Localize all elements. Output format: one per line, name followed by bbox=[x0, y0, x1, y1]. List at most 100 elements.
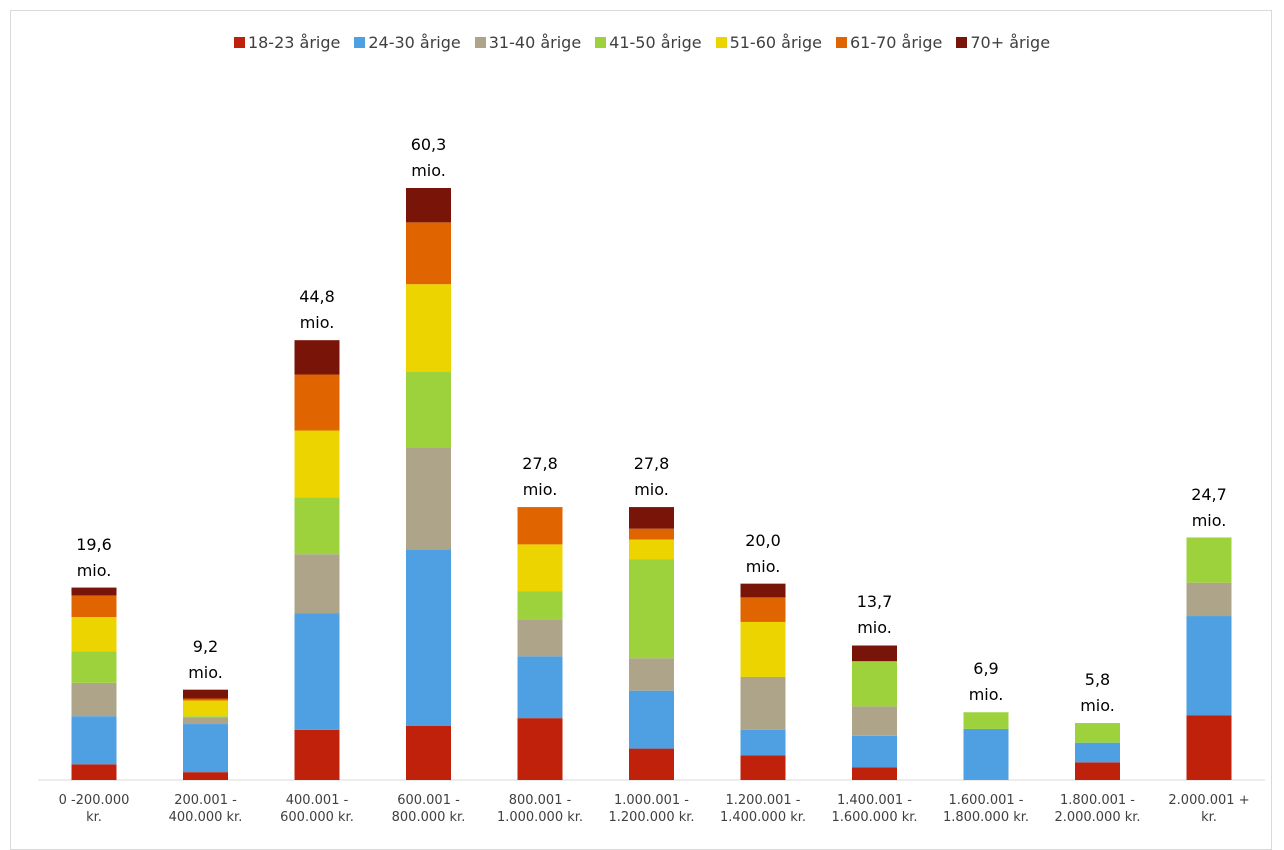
bar-segment bbox=[629, 658, 674, 691]
bar-segment bbox=[183, 698, 228, 701]
bar-segment bbox=[406, 188, 451, 223]
legend-item: 41-50 årige bbox=[595, 33, 702, 52]
bar-segment bbox=[740, 621, 786, 677]
legend-swatch bbox=[715, 37, 727, 48]
legend-item: 18-23 årige bbox=[233, 33, 341, 52]
bar-segment bbox=[406, 549, 451, 727]
bar-segment bbox=[1186, 616, 1232, 716]
x-tick-label: 600.001 - 800.000 kr. bbox=[391, 793, 466, 825]
x-tick-label: 400.001 - 600.000 kr. bbox=[280, 793, 354, 825]
bar-segment bbox=[963, 712, 1009, 729]
bar-segment bbox=[517, 718, 563, 780]
bar-segment bbox=[963, 728, 1009, 780]
legend-swatch bbox=[835, 37, 847, 48]
bar-segment bbox=[852, 767, 897, 780]
total-label: 24,7 mio. bbox=[1191, 484, 1227, 530]
bar-segment bbox=[1186, 537, 1232, 583]
total-label: 44,8 mio. bbox=[299, 287, 335, 333]
bar-segment bbox=[852, 735, 897, 768]
bar-segment bbox=[1186, 715, 1232, 780]
legend-label: 70+ årige bbox=[970, 33, 1051, 52]
legend-item: 61-70 årige bbox=[835, 33, 943, 52]
bar-segment bbox=[517, 656, 563, 719]
x-tick-label: 1.200.001 - 1.400.000 kr. bbox=[719, 793, 807, 825]
total-label: 5,8 mio. bbox=[1080, 670, 1115, 716]
bar-segment bbox=[740, 755, 786, 780]
x-tick-label: 1.800.001 - 2.000.000 kr. bbox=[1054, 793, 1141, 825]
bar-segment bbox=[294, 729, 340, 780]
bar-segment bbox=[740, 597, 786, 622]
bar-segment bbox=[852, 706, 897, 736]
bar-segment bbox=[406, 371, 451, 448]
bar-segment bbox=[740, 729, 786, 756]
bar-segment bbox=[1075, 762, 1120, 780]
legend-swatch bbox=[233, 37, 245, 48]
total-label: 20,0 mio. bbox=[745, 530, 781, 576]
legend-item: 31-40 årige bbox=[474, 33, 582, 52]
legend-label: 31-40 årige bbox=[488, 33, 582, 52]
legend-label: 61-70 årige bbox=[849, 33, 943, 52]
legend-label: 41-50 årige bbox=[609, 33, 702, 52]
total-label: 60,3 mio. bbox=[410, 135, 447, 180]
x-tick-label: 800.001 - 1.000.000 kr. bbox=[496, 793, 584, 825]
x-tick-label: 2.000.001 + kr. bbox=[1168, 793, 1250, 825]
legend-label: 18-23 årige bbox=[247, 33, 341, 52]
legend-swatch bbox=[474, 37, 486, 48]
bar-segment bbox=[71, 587, 117, 596]
legend-swatch bbox=[354, 37, 366, 48]
bar-segment bbox=[1075, 723, 1120, 743]
bar-segment bbox=[517, 591, 563, 620]
bar-segment bbox=[1186, 582, 1232, 617]
total-label: 13,7 mio. bbox=[856, 592, 893, 638]
legend-item: 51-60 årige bbox=[715, 33, 822, 52]
legend: 18-23 årige 24-30 årige 31-40 årige 41-50 å… bbox=[0, 33, 1284, 52]
total-label: 27,8 mio. bbox=[633, 454, 670, 500]
legend-item: 70+ årige bbox=[956, 33, 1050, 52]
total-label: 6,9 mio. bbox=[968, 659, 1004, 705]
bar-segment bbox=[183, 724, 228, 773]
bar-segment bbox=[629, 559, 674, 659]
bar-segment bbox=[71, 617, 117, 652]
bar-segment bbox=[183, 772, 228, 780]
x-tick-label: 1.400.001 - 1.600.000 kr. bbox=[831, 793, 918, 825]
bar-segment bbox=[294, 497, 340, 555]
bar-segment bbox=[852, 661, 897, 707]
x-tick-label: 200.001 - 400.000 kr. bbox=[168, 793, 243, 825]
x-tick-label: 1.600.001 - 1.800.000 kr. bbox=[942, 793, 1030, 825]
bar-segment bbox=[406, 222, 451, 285]
bar-segment bbox=[71, 651, 117, 683]
bar-segment bbox=[294, 554, 340, 614]
bar-segment bbox=[629, 748, 674, 780]
bar-segment bbox=[852, 645, 897, 662]
bar-segment bbox=[406, 726, 451, 780]
bar-segment bbox=[294, 430, 340, 498]
bar-segment bbox=[406, 284, 451, 372]
total-label: 27,8 mio. bbox=[522, 454, 558, 500]
bar-segment bbox=[183, 717, 228, 725]
legend-label: 24-30 årige bbox=[368, 33, 461, 52]
bar-segment bbox=[629, 690, 674, 749]
x-tick-label: 1.000.001 - 1.200.000 kr. bbox=[608, 793, 695, 825]
bar-segment bbox=[294, 340, 340, 375]
total-label: 19,6 mio. bbox=[76, 534, 112, 580]
bar-segment bbox=[294, 613, 340, 730]
bar-segment bbox=[71, 595, 117, 618]
bar-segment bbox=[517, 507, 563, 545]
bar-segment bbox=[517, 544, 563, 592]
bar-segment bbox=[1075, 742, 1120, 763]
bar-segment bbox=[629, 528, 674, 540]
legend-swatch bbox=[956, 37, 968, 48]
bar-segment bbox=[183, 716, 228, 718]
total-label: 9,2 mio. bbox=[188, 636, 223, 682]
bar-segment bbox=[406, 447, 451, 550]
legend-item: 24-30 årige bbox=[354, 33, 461, 52]
x-tick-label: 0 -200.000 kr. bbox=[58, 793, 130, 825]
bar-segment bbox=[740, 583, 786, 598]
bar-segment bbox=[629, 507, 674, 529]
legend-swatch bbox=[595, 37, 607, 48]
bar-segment bbox=[71, 682, 117, 717]
bar-segment bbox=[517, 619, 563, 657]
bar-segment bbox=[71, 764, 117, 780]
